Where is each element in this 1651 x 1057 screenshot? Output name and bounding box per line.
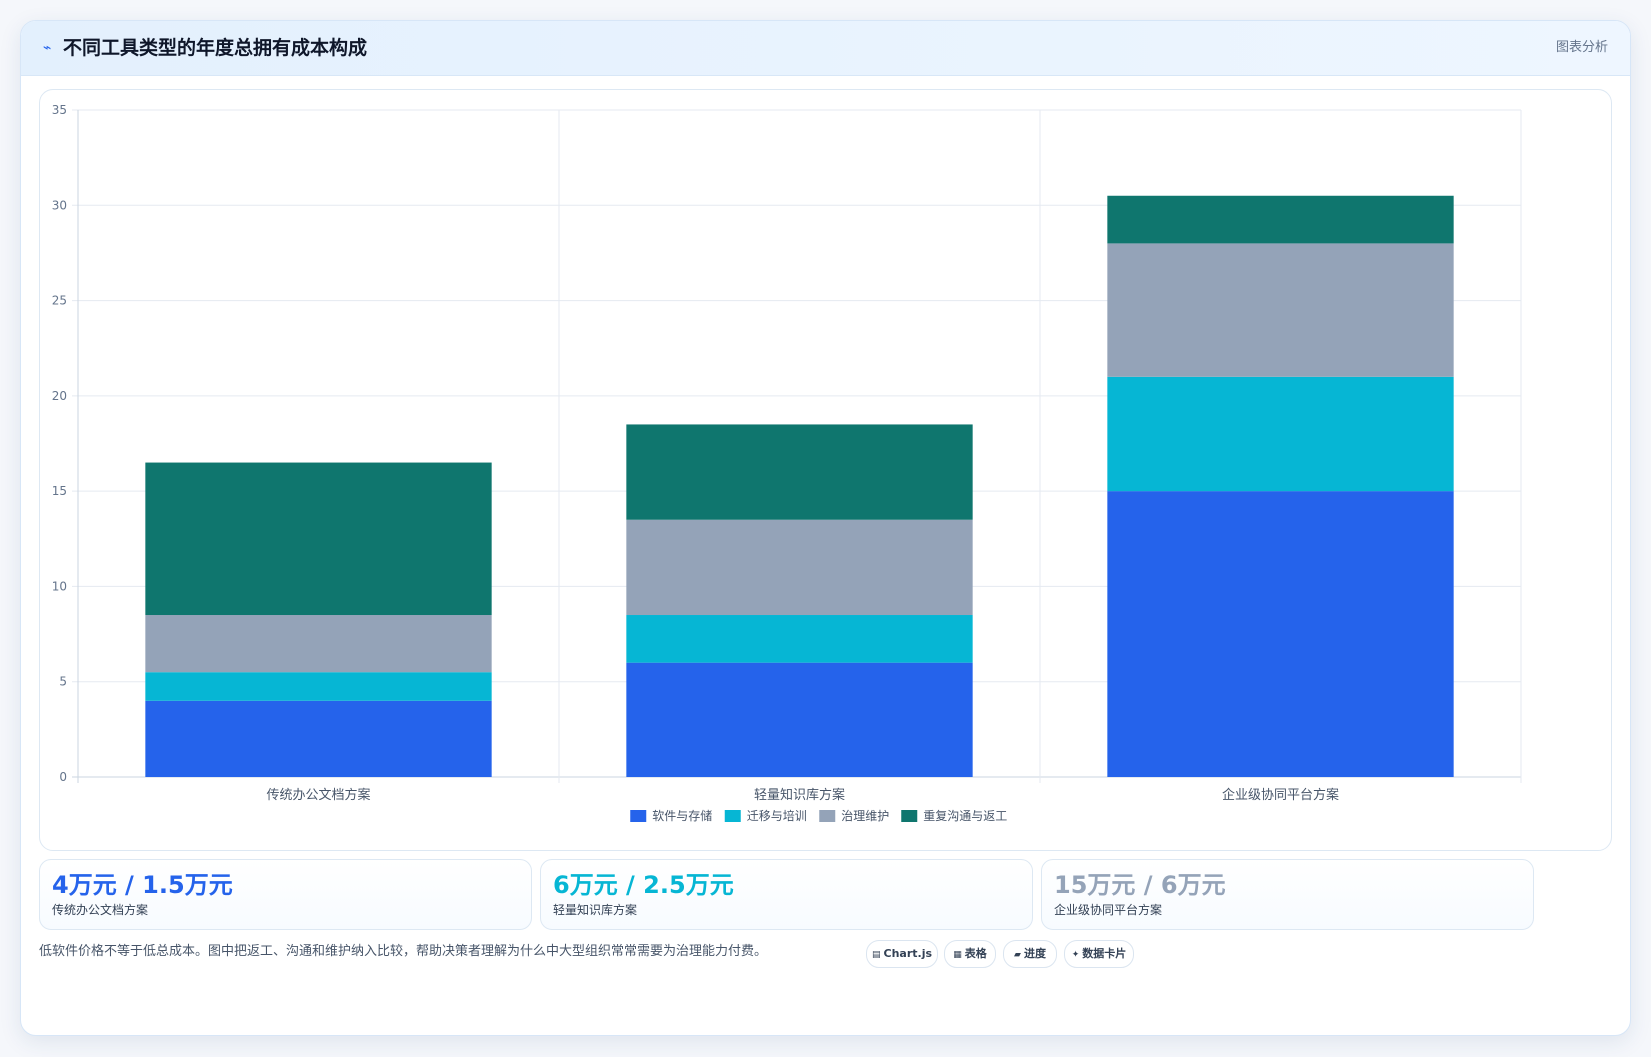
y-tick-label: 20 xyxy=(52,389,67,403)
legend-label: 治理维护 xyxy=(841,809,889,823)
chart-analysis-label[interactable]: 图表分析 xyxy=(1555,40,1608,55)
progress-icon: ▰ xyxy=(1014,950,1021,960)
table-icon: ▤ xyxy=(871,950,881,960)
legend-label: 软件与存储 xyxy=(652,808,712,823)
stat-value: 4万元 / 1.5万元 xyxy=(52,871,233,899)
legend-swatch xyxy=(819,810,836,822)
x-tick-label: 传统办公文档方案 xyxy=(266,787,370,803)
y-tick-label: 10 xyxy=(52,579,67,593)
stat-label: 轻量知识库方案 xyxy=(553,903,638,917)
bar-segment xyxy=(145,700,492,777)
chip-progress[interactable]: ▰ 进度 xyxy=(1003,940,1057,968)
chart-icon: ⌁ xyxy=(43,40,52,56)
card-header: ⌁ 不同工具类型的年度总拥有成本构成 图表分析 xyxy=(21,21,1630,76)
y-tick-label: 35 xyxy=(52,103,67,117)
chip-chartjs[interactable]: ▤ Chart.js xyxy=(866,940,938,968)
legend-swatch xyxy=(901,810,918,822)
y-tick-label: 30 xyxy=(52,198,67,212)
x-tick-label: 企业级协同平台方案 xyxy=(1222,787,1339,803)
y-tick-label: 5 xyxy=(59,675,67,689)
bar-segment xyxy=(1107,491,1454,777)
bar-segment xyxy=(145,462,492,616)
bar-segment xyxy=(626,519,973,616)
bar-segment xyxy=(1107,376,1454,492)
y-tick-label: 15 xyxy=(52,484,67,498)
bar-segment xyxy=(145,615,492,673)
y-tick-label: 25 xyxy=(52,294,67,308)
legend-label: 重复沟通与返工 xyxy=(923,809,1007,823)
table-icon: ▦ xyxy=(953,950,962,960)
stacked-bar-chart: 0 5 10 15 20 25 30 35 传统办公文档方案 轻量知识库方案 企业级协同平台方案软件… xyxy=(52,103,1522,823)
bar-segment xyxy=(145,672,492,701)
bar-segment xyxy=(1107,243,1454,377)
stat-card-lightweight: 6万元 / 2.5万元 轻量知识库方案 xyxy=(540,859,1033,930)
legend-label: 迁移与培训 xyxy=(747,808,807,823)
bar-segment xyxy=(626,615,973,663)
x-tick-label: 轻量知识库方案 xyxy=(754,787,845,803)
stat-value: 15万元 / 6万元 xyxy=(1054,871,1226,899)
chip-label: 进度 xyxy=(1023,947,1046,960)
bar-segment xyxy=(626,424,973,520)
chip-data-cards[interactable]: ✦ 数据卡片 xyxy=(1064,940,1134,968)
chip-table[interactable]: ▦ 表格 xyxy=(944,940,996,968)
legend-swatch xyxy=(724,810,741,822)
bar-segment xyxy=(1107,195,1454,244)
y-tick-label: 0 xyxy=(59,770,67,784)
sparkle-icon: ✦ xyxy=(1071,950,1080,960)
stat-label: 传统办公文档方案 xyxy=(52,903,149,917)
chip-label: 数据卡片 xyxy=(1082,947,1127,960)
footnote: 低软件价格不等于低总成本。图中把返工、沟通和维护纳入比较，帮助决策者理解为什么中… xyxy=(39,944,768,959)
chart-panel: 0 5 10 15 20 25 30 35 传统办公文档方案 轻量知识库方案 企业级协同平台方案软件… xyxy=(39,89,1612,851)
legend-swatch xyxy=(630,810,647,822)
stat-card-traditional: 4万元 / 1.5万元 传统办公文档方案 xyxy=(39,859,532,930)
bar-segment xyxy=(626,662,973,777)
chip-label: Chart.js xyxy=(883,947,933,960)
stat-card-enterprise: 15万元 / 6万元 企业级协同平台方案 xyxy=(1041,859,1534,930)
chart-title: 不同工具类型的年度总拥有成本构成 xyxy=(63,37,368,59)
stat-label: 企业级协同平台方案 xyxy=(1054,903,1163,917)
chip-label: 表格 xyxy=(964,947,987,960)
stat-value: 6万元 / 2.5万元 xyxy=(553,871,734,899)
chart-card: ⌁ 不同工具类型的年度总拥有成本构成 图表分析 0 5 10 15 20 25 30 35 传统… xyxy=(20,20,1631,1036)
